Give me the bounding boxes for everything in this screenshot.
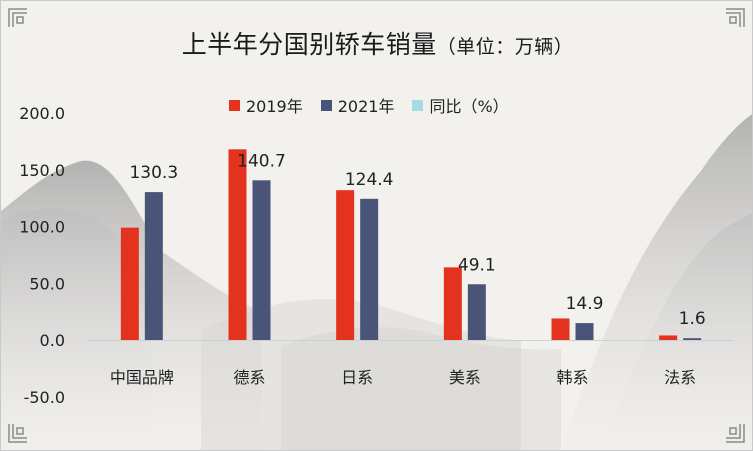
bar-2019 xyxy=(120,227,139,340)
y-tick-label: 100.0 xyxy=(19,218,65,237)
data-label: 140.7 xyxy=(237,151,286,171)
chart-title: 上半年分国别轿车销量（单位：万辆） xyxy=(1,25,752,61)
legend-swatch-2021 xyxy=(320,99,332,111)
bar-2019 xyxy=(551,318,570,340)
bar-2019 xyxy=(659,335,678,340)
x-tick-label: 法系 xyxy=(664,368,696,387)
x-tick-label: 中国品牌 xyxy=(110,368,174,387)
y-tick-label: 50.0 xyxy=(29,274,65,293)
chart-legend: 2019年 2021年 同比（%） xyxy=(229,93,509,117)
y-tick-label: 200.0 xyxy=(19,104,65,123)
bar-2021 xyxy=(467,284,486,340)
data-label: 1.6 xyxy=(679,309,706,329)
corner-ornament-icon xyxy=(726,8,745,27)
corner-ornament-icon xyxy=(8,8,27,27)
bar-2019 xyxy=(443,267,462,340)
legend-swatch-2019 xyxy=(229,99,240,111)
x-tick-label: 日系 xyxy=(341,368,373,387)
corner-ornament-icon xyxy=(8,424,27,443)
bar-2019 xyxy=(228,149,247,340)
data-label: 49.1 xyxy=(458,255,496,275)
legend-swatch-yoy xyxy=(412,99,424,111)
legend-label-2019: 2019年 xyxy=(246,97,303,116)
bar-2021 xyxy=(360,198,379,340)
legend-item-2019: 2019年 xyxy=(229,93,303,117)
bar-2021 xyxy=(683,338,702,340)
y-tick-label: 0.0 xyxy=(40,331,65,350)
data-label: 130.3 xyxy=(129,163,178,183)
bar-2021 xyxy=(252,180,271,340)
legend-item-2021: 2021年 xyxy=(320,93,395,117)
bar-2021 xyxy=(575,323,594,340)
y-tick-label: -50.0 xyxy=(24,388,65,407)
x-tick-label: 德系 xyxy=(233,368,265,387)
bar-2019 xyxy=(336,190,355,340)
chart-title-main: 上半年分国别轿车销量 xyxy=(181,30,437,59)
legend-label-yoy: 同比（%） xyxy=(429,97,509,116)
legend-label-2021: 2021年 xyxy=(337,97,395,116)
y-tick-label: 150.0 xyxy=(19,161,65,180)
chart-title-unit: （单位：万辆） xyxy=(436,36,574,58)
x-tick-label: 美系 xyxy=(449,368,481,387)
x-tick-label: 韩系 xyxy=(556,368,588,387)
legend-item-yoy: 同比（%） xyxy=(412,93,509,117)
bar-2021 xyxy=(144,192,163,340)
data-label: 14.9 xyxy=(566,294,604,314)
data-label: 124.4 xyxy=(345,170,394,190)
corner-ornament-icon xyxy=(726,424,745,443)
